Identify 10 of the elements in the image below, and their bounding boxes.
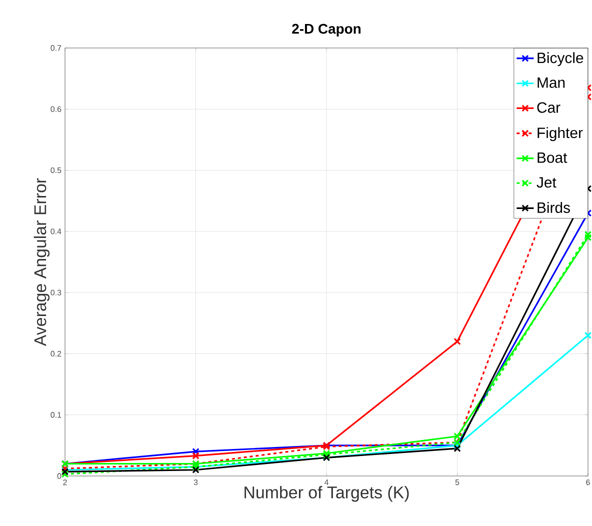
legend-label: Boat bbox=[538, 152, 568, 163]
x-axis-title: Number of Targets (K) bbox=[244, 486, 409, 502]
chart-title: 2-D Capon bbox=[292, 24, 360, 36]
legend-label: Birds bbox=[538, 202, 570, 213]
legend-label: Man bbox=[538, 77, 565, 88]
legend-label: Jet bbox=[536, 177, 556, 188]
y-axis-title: Average Angular Error bbox=[34, 178, 50, 346]
legend-label: Car bbox=[537, 102, 560, 113]
legend-label: Fighter bbox=[538, 127, 583, 142]
legend-label: Bicycle bbox=[538, 52, 584, 66]
